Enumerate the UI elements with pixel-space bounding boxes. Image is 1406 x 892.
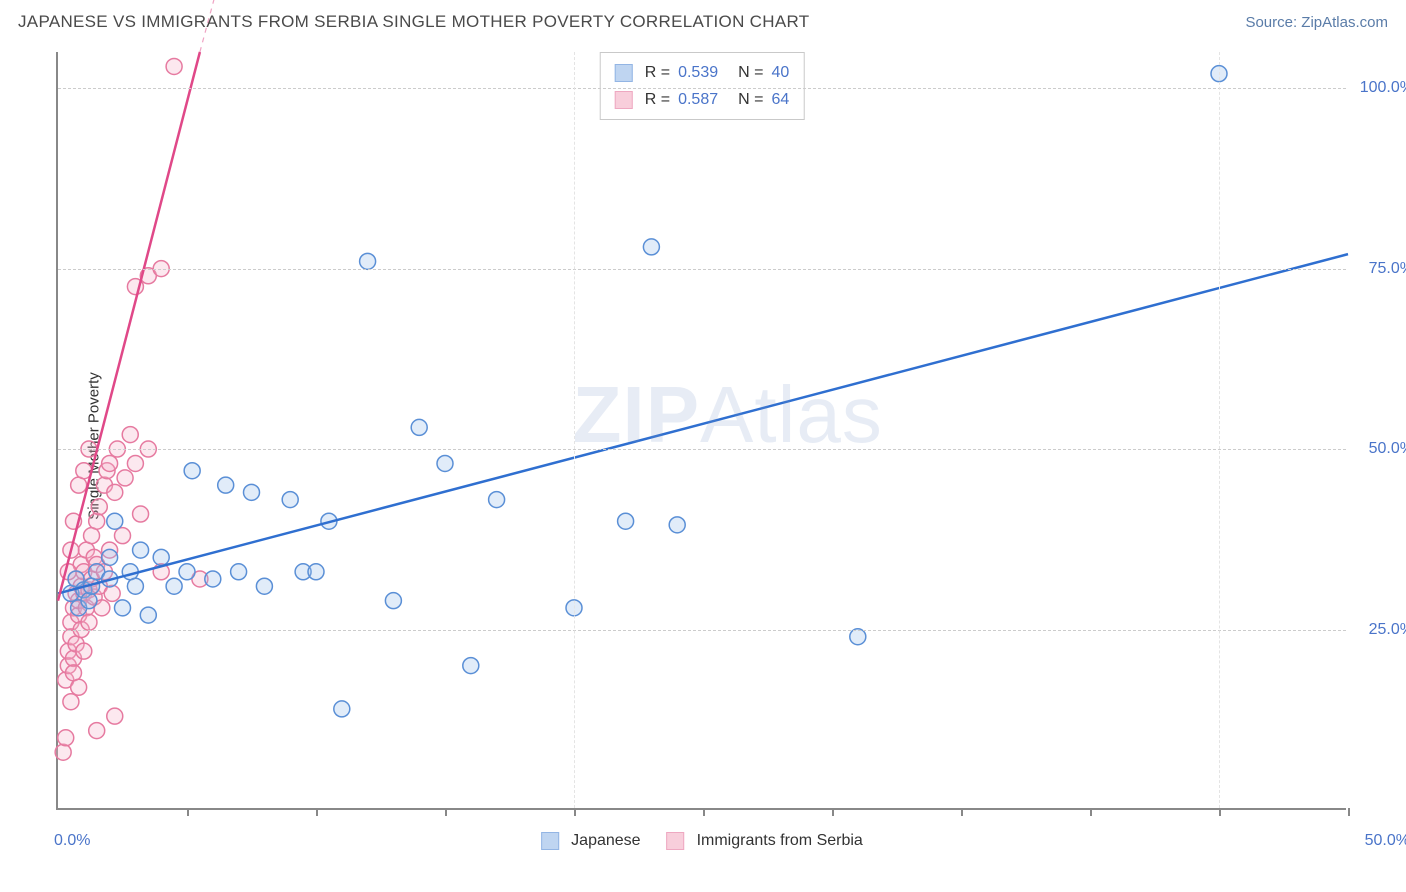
data-point <box>166 578 182 594</box>
data-point <box>244 484 260 500</box>
legend-item: Immigrants from Serbia <box>667 832 863 850</box>
data-point <box>71 679 87 695</box>
data-point <box>107 513 123 529</box>
legend-n-label: N = <box>738 86 763 113</box>
data-point <box>618 513 634 529</box>
data-point <box>334 701 350 717</box>
legend-swatch <box>667 832 685 850</box>
x-tick <box>445 808 447 816</box>
data-point <box>140 607 156 623</box>
data-point <box>308 564 324 580</box>
legend-swatch <box>541 832 559 850</box>
y-tick-label: 100.0% <box>1354 79 1406 97</box>
x-tick <box>1219 808 1221 816</box>
data-point <box>179 564 195 580</box>
data-point <box>89 723 105 739</box>
data-point <box>127 578 143 594</box>
data-point <box>81 614 97 630</box>
legend-n-value: 40 <box>771 59 789 86</box>
x-tick <box>574 808 576 816</box>
data-point <box>122 427 138 443</box>
data-point <box>71 477 87 493</box>
chart-title: JAPANESE VS IMMIGRANTS FROM SERBIA SINGL… <box>18 12 809 32</box>
x-tick-label: 50.0% <box>1365 832 1406 850</box>
trend-line <box>58 254 1348 593</box>
legend-series-label: Immigrants from Serbia <box>697 832 863 850</box>
data-point <box>282 492 298 508</box>
source-attribution: Source: ZipAtlas.com <box>1245 14 1388 31</box>
legend-series: Japanese Immigrants from Serbia <box>541 832 863 850</box>
data-point <box>489 492 505 508</box>
data-point <box>411 419 427 435</box>
x-tick <box>961 808 963 816</box>
legend-r-label: R = <box>645 59 670 86</box>
legend-n-value: 64 <box>771 86 789 113</box>
legend-n-label: N = <box>738 59 763 86</box>
data-point <box>107 484 123 500</box>
data-point <box>89 513 105 529</box>
x-tick <box>1348 808 1350 816</box>
data-point <box>385 593 401 609</box>
data-point <box>463 658 479 674</box>
data-point <box>102 455 118 471</box>
legend-r-label: R = <box>645 86 670 113</box>
data-point <box>166 58 182 74</box>
legend-row: R = 0.539 N = 40 <box>615 59 790 86</box>
data-point <box>102 549 118 565</box>
plot-area: ZIPAtlas R = 0.539N = 40R = 0.587N = 64 … <box>56 52 1346 810</box>
x-tick <box>316 808 318 816</box>
grid-line-h <box>58 630 1346 631</box>
data-point <box>153 549 169 565</box>
x-tick-label: 0.0% <box>54 832 90 850</box>
data-point <box>81 593 97 609</box>
data-point <box>850 629 866 645</box>
data-point <box>107 708 123 724</box>
data-point <box>437 455 453 471</box>
data-point <box>117 470 133 486</box>
data-point <box>115 528 131 544</box>
legend-r-value: 0.539 <box>678 59 718 86</box>
data-point <box>184 463 200 479</box>
data-point <box>104 585 120 601</box>
x-tick <box>703 808 705 816</box>
y-tick-label: 75.0% <box>1354 260 1406 278</box>
x-tick <box>1090 808 1092 816</box>
data-point <box>65 665 81 681</box>
data-point <box>58 730 74 746</box>
data-point <box>115 600 131 616</box>
data-point <box>133 506 149 522</box>
data-point <box>231 564 247 580</box>
grid-line-h <box>58 269 1346 270</box>
legend-swatch <box>615 91 633 109</box>
legend-series-label: Japanese <box>571 832 640 850</box>
data-point <box>76 643 92 659</box>
legend-r-value: 0.587 <box>678 86 718 113</box>
data-point <box>643 239 659 255</box>
data-point <box>218 477 234 493</box>
data-point <box>669 517 685 533</box>
data-point <box>360 253 376 269</box>
grid-line-h <box>58 88 1346 89</box>
grid-line-v <box>574 52 575 808</box>
data-point <box>127 455 143 471</box>
legend-row: R = 0.587 N = 64 <box>615 86 790 113</box>
data-point <box>133 542 149 558</box>
data-point <box>55 744 71 760</box>
x-tick <box>187 808 189 816</box>
trend-line <box>58 52 200 601</box>
data-point <box>205 571 221 587</box>
legend-swatch <box>615 64 633 82</box>
grid-line-h <box>58 449 1346 450</box>
legend-correlation: R = 0.539 N = 40 R = 0.587 N = 64 <box>600 52 805 120</box>
y-tick-label: 25.0% <box>1354 621 1406 639</box>
data-point <box>256 578 272 594</box>
grid-line-v <box>1219 52 1220 808</box>
y-tick-label: 50.0% <box>1354 440 1406 458</box>
chart-svg <box>58 52 1346 808</box>
x-tick <box>832 808 834 816</box>
data-point <box>63 694 79 710</box>
data-point <box>91 499 107 515</box>
data-point <box>84 528 100 544</box>
legend-item: Japanese <box>541 832 640 850</box>
